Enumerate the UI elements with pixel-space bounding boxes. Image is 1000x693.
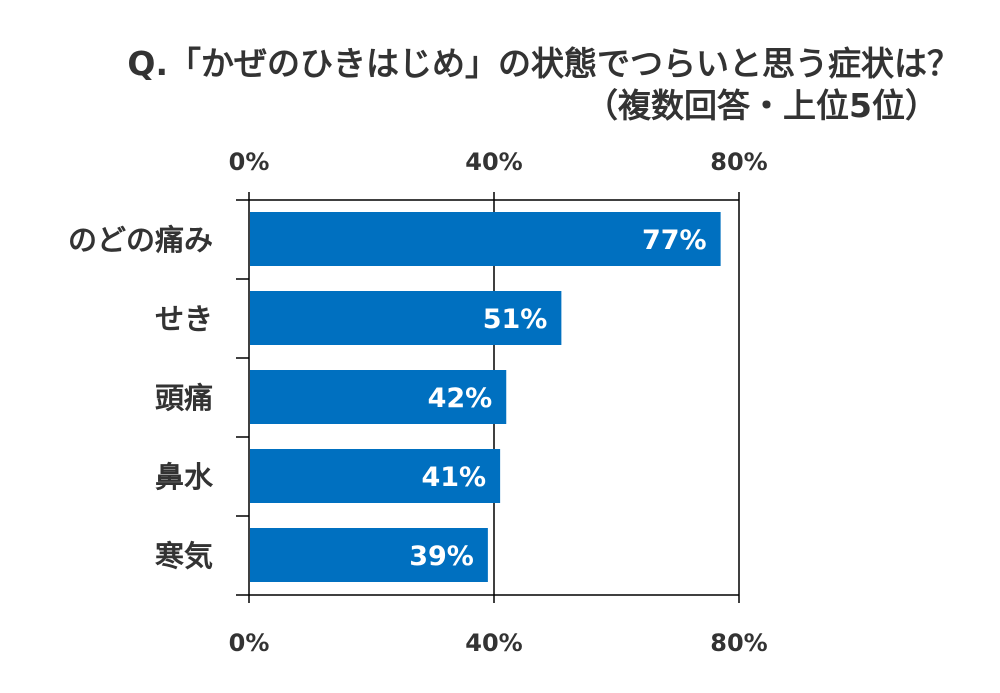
bars: 77% 51% 42% 41% 39% (250, 212, 721, 582)
category-label: のどの痛み (68, 223, 213, 257)
bar-3 (250, 449, 501, 503)
chart-subtitle: （複数回答・上位5位） (585, 86, 938, 125)
value-label: 77% (642, 225, 707, 256)
bar-1 (250, 291, 562, 345)
x-tick-label-bottom: 80% (710, 629, 767, 657)
value-label: 41% (421, 462, 486, 493)
value-label: 51% (483, 304, 548, 335)
x-tick-label-bottom: 40% (465, 629, 522, 657)
category-label: 頭痛 (155, 381, 213, 415)
x-tick-label-bottom: 0% (229, 629, 270, 657)
chart-title: Q.「かぜのひきはじめ」の状態でつらいと思う症状は？ (127, 44, 960, 83)
bar-4 (250, 528, 488, 582)
value-label: 42% (428, 383, 493, 414)
bar-0 (250, 212, 721, 266)
x-tick-label-top: 40% (465, 148, 522, 176)
category-label: 鼻水 (155, 460, 214, 494)
bar-2 (250, 370, 507, 424)
x-tick-label-top: 0% (229, 148, 270, 176)
value-label: 39% (409, 541, 474, 572)
category-label: 寒気 (155, 539, 213, 573)
category-label: せき (155, 302, 213, 336)
x-tick-label-top: 80% (710, 148, 767, 176)
